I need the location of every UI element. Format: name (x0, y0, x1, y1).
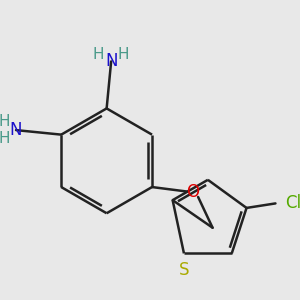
Text: N: N (10, 121, 22, 139)
Text: N: N (105, 52, 117, 70)
Text: H: H (117, 47, 129, 62)
Text: H: H (0, 131, 10, 146)
Text: O: O (186, 183, 199, 201)
Text: H: H (0, 115, 10, 130)
Text: H: H (93, 47, 104, 62)
Text: S: S (179, 261, 189, 279)
Text: Cl: Cl (285, 194, 300, 212)
